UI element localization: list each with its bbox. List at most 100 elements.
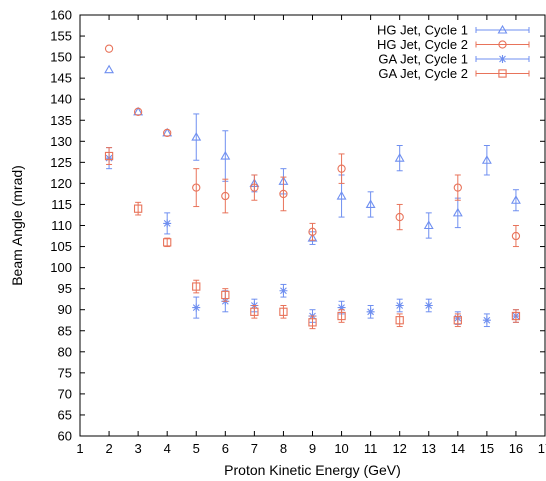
legend-label: HG Jet, Cycle 2 (377, 37, 468, 52)
y-tick-label: 75 (58, 365, 72, 380)
data-point (482, 313, 491, 328)
point-marker (453, 316, 462, 325)
x-tick-label: 9 (309, 441, 316, 456)
y-tick-label: 80 (58, 344, 72, 359)
data-point (394, 145, 405, 172)
y-tick-label: 95 (58, 281, 72, 296)
point-marker (279, 286, 288, 295)
y-tick-label: 135 (50, 113, 72, 128)
point-marker (104, 64, 115, 74)
legend-item: HG Jet, Cycle 1 (377, 23, 530, 38)
y-tick-label: 145 (50, 71, 72, 86)
data-point (424, 298, 433, 313)
legend-marker (498, 55, 507, 63)
point-marker (221, 191, 230, 201)
axis-tick-labels: 1234567891011121314151617606570758085909… (50, 8, 546, 457)
data-point (395, 298, 404, 313)
point-marker (192, 303, 201, 312)
legend-marker (498, 40, 507, 49)
point-marker (510, 195, 521, 204)
point-marker (279, 307, 288, 316)
x-tick-label: 8 (280, 441, 287, 456)
series-4 (104, 147, 521, 330)
legend-marker (497, 24, 508, 34)
point-marker (482, 316, 491, 325)
point-marker (481, 155, 492, 164)
data-point (337, 309, 346, 323)
data-point (511, 225, 521, 248)
point-marker (511, 231, 521, 241)
legend-label: GA Jet, Cycle 1 (378, 52, 468, 67)
data-point (510, 189, 521, 212)
y-tick-label: 90 (58, 302, 72, 317)
point-marker (395, 212, 404, 222)
point-marker (453, 183, 462, 192)
point-marker (279, 189, 288, 199)
data-point (133, 106, 144, 116)
legend: HG Jet, Cycle 1HG Jet, Cycle 2GA Jet, Cy… (377, 23, 530, 81)
data-point (192, 279, 201, 294)
point-marker (192, 183, 201, 192)
x-tick-label: 14 (451, 441, 465, 456)
y-tick-label: 110 (51, 218, 72, 233)
y-tick-label: 130 (50, 134, 72, 149)
point-marker (133, 106, 144, 116)
y-tick-label: 155 (50, 29, 72, 44)
point-marker (308, 227, 317, 236)
point-marker (365, 199, 376, 208)
y-axis-label: Beam Angle (mrad) (9, 165, 25, 286)
data-point (365, 191, 376, 218)
point-marker (133, 204, 143, 213)
x-axis-label: Proton Kinetic Energy (GeV) (224, 462, 401, 478)
data-point (511, 309, 521, 323)
point-marker (337, 164, 346, 173)
point-marker (163, 219, 172, 228)
point-marker (337, 311, 346, 321)
data-point (423, 212, 434, 239)
legend-item: HG Jet, Cycle 2 (377, 37, 530, 52)
y-tick-label: 70 (58, 386, 72, 401)
point-marker (250, 183, 259, 192)
y-tick-label: 105 (50, 239, 72, 254)
point-marker (191, 131, 202, 141)
point-marker (511, 311, 521, 321)
x-tick-label: 3 (135, 441, 142, 456)
data-point (308, 315, 317, 330)
x-tick-label: 6 (222, 441, 229, 456)
data-point (279, 304, 288, 319)
point-marker (307, 233, 318, 242)
data-point (163, 212, 172, 235)
data-point (250, 174, 259, 201)
point-marker (336, 190, 347, 200)
y-tick-label: 150 (50, 50, 72, 65)
x-tick-label: 13 (422, 441, 436, 456)
legend-label: HG Jet, Cycle 1 (377, 23, 468, 38)
data-point (163, 128, 172, 138)
data-point (452, 197, 463, 229)
data-point (220, 130, 231, 182)
data-point (366, 304, 375, 319)
x-tick-label: 17 (538, 441, 546, 456)
axis-ticks (79, 14, 546, 437)
y-tick-label: 60 (58, 429, 72, 444)
y-tick-label: 115 (51, 197, 72, 212)
legend-item: GA Jet, Cycle 1 (378, 52, 530, 67)
point-marker (250, 307, 259, 316)
x-tick-label: 10 (334, 441, 348, 456)
data-point (337, 153, 346, 184)
point-marker (452, 207, 463, 217)
data-point (192, 296, 201, 319)
x-tick-label: 15 (480, 441, 494, 456)
point-marker (366, 307, 375, 316)
y-tick-label: 160 (50, 8, 72, 23)
data-point (163, 237, 172, 248)
point-marker (220, 150, 231, 160)
y-tick-label: 65 (58, 407, 72, 422)
legend-label: GA Jet, Cycle 2 (378, 66, 468, 81)
x-tick-label: 4 (164, 441, 171, 456)
data-point (162, 127, 173, 137)
data-point (191, 113, 202, 161)
data-point (250, 304, 259, 319)
point-marker (221, 290, 230, 300)
